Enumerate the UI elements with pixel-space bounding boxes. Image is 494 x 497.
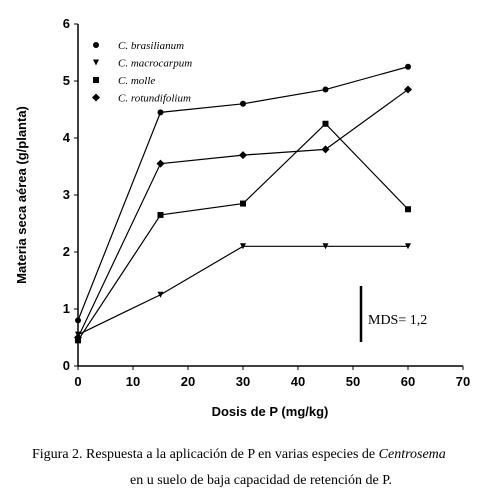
y-tick-label: 4 <box>63 130 71 145</box>
marker <box>239 151 247 160</box>
marker <box>157 109 164 116</box>
legend-label: C. rotundifolium <box>118 93 191 105</box>
x-tick-label: 50 <box>346 374 360 389</box>
caption-text: Figura 2. Respuesta a la aplicación de P… <box>32 447 379 462</box>
marker <box>93 59 99 66</box>
marker <box>92 93 100 102</box>
y-tick-label: 3 <box>63 187 70 202</box>
series-line <box>77 89 409 338</box>
marker <box>240 100 246 107</box>
y-tick-label: 6 <box>63 16 70 31</box>
x-tick-label: 20 <box>181 374 195 389</box>
x-tick-label: 30 <box>236 374 250 389</box>
caption-line: en u suelo de baja capacidad de retenció… <box>130 473 392 488</box>
marker <box>156 159 165 168</box>
marker <box>321 145 330 154</box>
x-tick-label: 0 <box>74 374 81 389</box>
marker <box>322 120 329 127</box>
marker <box>322 86 329 93</box>
marker <box>322 243 329 250</box>
legend-label: C. molle <box>118 75 155 87</box>
x-axis-label: Dosis de P (mg/kg) <box>212 404 329 419</box>
caption-italic: Centrosema <box>379 447 446 462</box>
marker <box>93 42 99 48</box>
y-axis-label: Materia seca aérea (g/planta) <box>14 106 29 284</box>
marker <box>93 77 99 83</box>
series-line <box>77 245 408 336</box>
marker <box>157 291 164 298</box>
legend-label: C. brasilianum <box>118 40 184 52</box>
marker <box>405 206 411 213</box>
x-tick-label: 70 <box>456 374 470 389</box>
marker <box>240 243 246 250</box>
marker <box>157 211 164 218</box>
marker <box>75 317 81 324</box>
marker <box>74 333 82 342</box>
y-tick-label: 5 <box>63 73 70 88</box>
marker <box>404 85 412 94</box>
caption: Figura 2. Respuesta a la aplicación de P… <box>32 447 446 462</box>
x-tick-label: 40 <box>291 374 305 389</box>
legend-label: C. macrocarpum <box>118 58 192 70</box>
y-tick-label: 2 <box>63 244 70 259</box>
marker <box>240 200 246 207</box>
marker <box>405 243 411 250</box>
marker <box>405 63 411 70</box>
y-tick-label: 1 <box>63 301 70 316</box>
x-tick-label: 10 <box>126 374 140 389</box>
x-tick-label: 60 <box>401 374 415 389</box>
y-tick-label: 0 <box>63 358 70 373</box>
annotation: MDS= 1,2 <box>368 313 427 328</box>
